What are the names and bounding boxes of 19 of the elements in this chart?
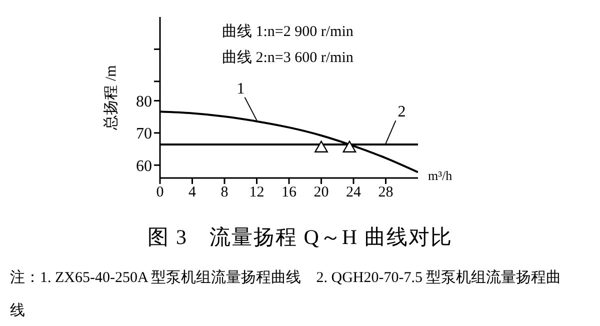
x-tick-label: 28 <box>378 184 394 201</box>
y-axis-title: 总扬程 /m <box>102 64 120 131</box>
x-tick-label: 12 <box>249 184 264 201</box>
x-tick-label: 4 <box>188 184 196 201</box>
text: 注：1. ZX65-40-250A 型泵机组流量扬程曲线 2. QGH20-70-7.5 型泵机组流量扬程曲线 <box>10 268 562 321</box>
series-label: 1 <box>236 80 245 98</box>
x-tick-label: 16 <box>282 184 297 201</box>
y-tick-label: 80 <box>136 93 152 110</box>
x-axis-title: m³/h <box>428 168 452 184</box>
text: 图 3 流量扬程 Q～H 曲线对比 <box>146 224 454 251</box>
x-tick-label: 0 <box>156 184 164 201</box>
x-tick-label: 20 <box>314 184 329 201</box>
annotation: 曲线 2:n=3 600 r/min <box>222 48 354 68</box>
x-tick-label: 8 <box>220 184 228 201</box>
y-tick-label: 70 <box>136 126 152 143</box>
y-tick-label: 60 <box>136 158 152 175</box>
x-tick-label: 24 <box>346 184 362 201</box>
annotation: 曲线 1:n=2 900 r/min <box>222 22 354 42</box>
series-label: 2 <box>398 104 406 121</box>
